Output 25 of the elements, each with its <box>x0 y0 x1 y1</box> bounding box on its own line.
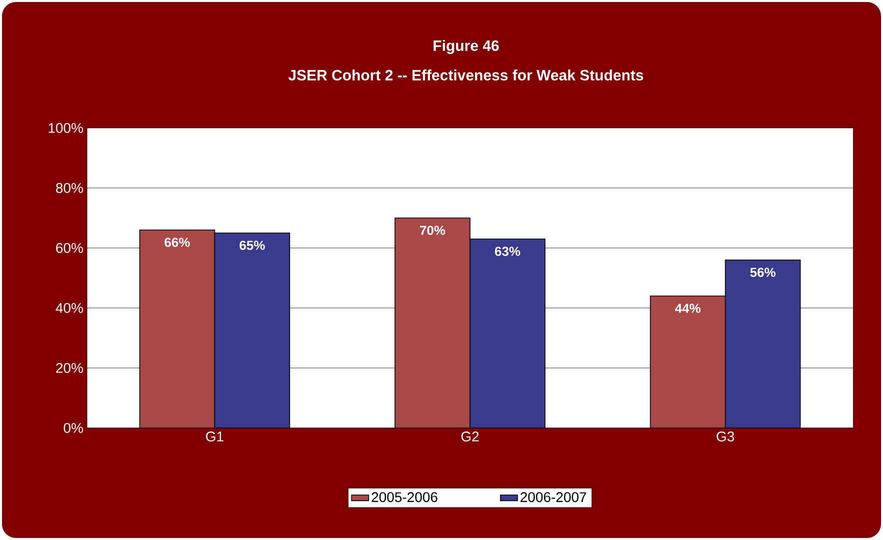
bar <box>470 238 546 428</box>
bar <box>394 218 470 428</box>
bar <box>214 232 290 428</box>
y-tick-label: 80% <box>56 183 83 193</box>
chart-title: Figure 46 <box>434 40 499 54</box>
data-label: 70% <box>420 226 446 235</box>
data-label: 63% <box>494 246 520 256</box>
chart-subtitle: JSER Cohort 2 -- Effectiveness for Weak Students <box>288 69 644 80</box>
x-tick-label: G2 <box>461 432 479 442</box>
y-tick-label: 40% <box>56 303 83 313</box>
bar <box>650 296 726 428</box>
bar <box>724 260 801 428</box>
y-tick-label: 60% <box>56 243 83 253</box>
data-label: 44% <box>675 304 700 313</box>
x-tick-label: G1 <box>206 432 224 442</box>
y-tick-label: 100% <box>48 123 83 133</box>
legend-label: 2005-2006 <box>372 492 438 502</box>
data-label: 66% <box>164 238 190 247</box>
y-tick-label: 20% <box>56 363 83 373</box>
data-label: 65% <box>240 240 265 250</box>
x-tick-label: G3 <box>716 432 734 442</box>
legend-label: 2006-2007 <box>520 492 586 502</box>
data-label: 56% <box>750 268 776 277</box>
bar <box>139 230 216 428</box>
y-tick-label: 0% <box>64 423 83 433</box>
